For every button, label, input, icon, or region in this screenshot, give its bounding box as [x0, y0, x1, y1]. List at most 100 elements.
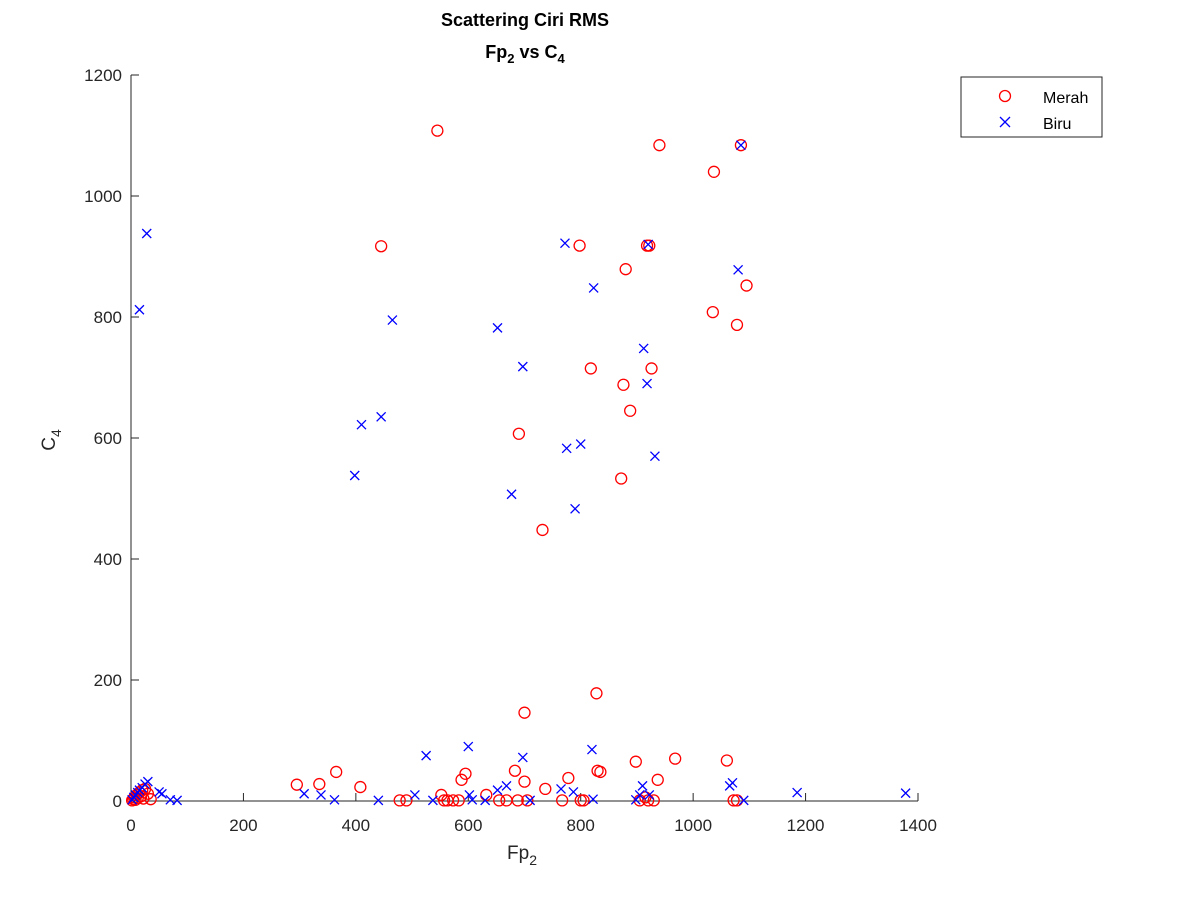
x-tick-label: 200 — [229, 816, 257, 835]
x-tick-label: 1000 — [674, 816, 712, 835]
point-merah — [455, 773, 468, 786]
point-biru — [154, 786, 165, 797]
point-biru — [560, 238, 570, 249]
y-tick-label: 1000 — [84, 187, 122, 206]
point-biru — [733, 264, 744, 275]
point-merah — [511, 794, 524, 807]
point-merah — [624, 404, 637, 417]
point-merah — [577, 794, 590, 807]
point-merah — [144, 793, 157, 806]
point-merah — [734, 139, 748, 152]
point-merah — [393, 794, 406, 807]
point-merah — [459, 767, 472, 780]
point-merah — [518, 775, 531, 788]
x-tick-label: 600 — [454, 816, 482, 835]
point-merah — [573, 239, 586, 252]
point-merah — [562, 771, 575, 785]
point-biru — [738, 795, 749, 806]
x-tick-label: 0 — [126, 816, 135, 835]
point-merah — [536, 523, 549, 537]
point-merah — [707, 165, 721, 178]
point-biru — [643, 239, 654, 250]
point-biru — [735, 140, 746, 151]
point-merah — [556, 794, 569, 807]
point-merah — [706, 306, 719, 319]
point-biru — [644, 789, 655, 800]
point-biru — [329, 794, 340, 805]
point-biru — [376, 411, 387, 422]
point-biru — [141, 228, 152, 239]
point-biru — [464, 789, 475, 800]
point-biru — [501, 780, 512, 791]
point-merah — [290, 778, 303, 791]
chart-title-line1: Scattering Ciri RMS — [441, 10, 609, 30]
point-biru — [427, 795, 438, 806]
point-biru — [316, 789, 326, 800]
point-merah — [480, 788, 493, 802]
point-merah — [730, 794, 744, 807]
point-biru — [356, 419, 367, 430]
point-biru — [156, 788, 167, 799]
point-merah — [574, 794, 587, 807]
y-tick-label: 1200 — [84, 66, 122, 85]
point-biru — [299, 788, 310, 799]
point-merah — [584, 362, 597, 375]
point-merah — [521, 794, 534, 807]
point-biru — [517, 752, 528, 763]
point-biru — [387, 315, 398, 325]
point-merah — [617, 378, 630, 391]
point-merah — [437, 794, 451, 807]
point-merah — [643, 239, 656, 252]
x-axis-ticks: 0 200 400 600 800 1000 1200 1400 — [126, 793, 937, 835]
point-merah — [642, 794, 655, 807]
point-merah — [539, 782, 552, 796]
point-merah — [720, 754, 734, 767]
x-tick-label: 800 — [567, 816, 595, 835]
y-axis-label: C4 — [39, 429, 64, 451]
point-merah — [669, 752, 682, 765]
point-merah — [651, 773, 664, 786]
point-biru — [373, 795, 384, 806]
data-points — [125, 124, 911, 807]
point-merah — [647, 794, 660, 807]
point-biru — [172, 795, 183, 806]
x-tick-label: 1200 — [787, 816, 825, 835]
x-tick-label: 400 — [342, 816, 370, 835]
legend-box — [960, 76, 1103, 138]
point-merah — [493, 794, 506, 807]
point-merah — [446, 794, 460, 807]
point-biru — [349, 470, 360, 481]
point-biru — [492, 785, 503, 796]
point-merah — [431, 124, 444, 137]
point-biru — [575, 439, 586, 450]
point-biru — [649, 451, 660, 462]
point-biru — [480, 795, 491, 806]
point-biru — [900, 788, 911, 799]
y-tick-label: 400 — [94, 550, 122, 569]
point-merah — [330, 765, 343, 779]
point-biru — [568, 786, 579, 797]
point-biru — [506, 489, 517, 500]
point-merah — [594, 765, 607, 779]
point-merah — [730, 318, 744, 332]
legend-marker-merah — [998, 89, 1012, 103]
point-merah — [518, 706, 531, 719]
point-biru — [142, 776, 153, 787]
legend: Merah Biru — [960, 76, 1103, 138]
point-biru — [409, 789, 420, 800]
point-merah — [653, 139, 666, 152]
point-merah — [500, 794, 513, 807]
point-merah — [452, 794, 465, 807]
legend-label-biru: Biru — [1043, 116, 1071, 133]
y-tick-label: 200 — [94, 671, 122, 690]
y-tick-label: 600 — [94, 429, 122, 448]
point-biru — [517, 361, 528, 372]
point-biru — [134, 304, 145, 315]
point-merah — [375, 240, 388, 253]
point-merah — [740, 279, 753, 292]
point-biru — [421, 750, 432, 761]
point-biru — [556, 783, 566, 794]
legend-marker-biru — [999, 116, 1011, 128]
point-biru — [525, 795, 536, 806]
y-tick-label: 800 — [94, 308, 122, 327]
